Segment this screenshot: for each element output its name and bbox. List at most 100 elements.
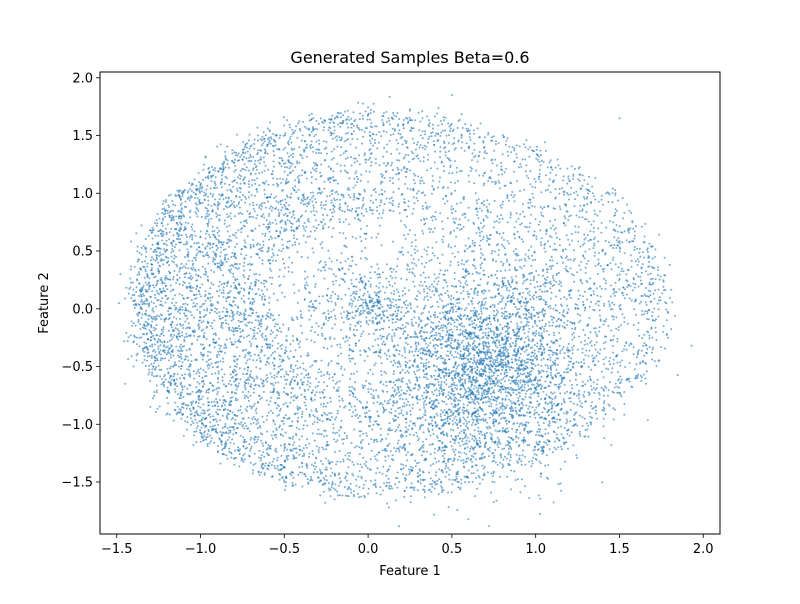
scatter-point xyxy=(160,368,163,371)
scatter-point xyxy=(314,394,316,397)
scatter-point xyxy=(298,224,301,227)
scatter-point xyxy=(195,386,198,388)
scatter-point xyxy=(368,319,371,322)
scatter-point xyxy=(407,200,410,203)
scatter-point xyxy=(612,256,615,259)
scatter-point xyxy=(243,261,246,264)
scatter-point xyxy=(619,303,622,306)
scatter-point xyxy=(152,302,155,305)
scatter-point xyxy=(449,181,452,184)
scatter-point xyxy=(309,147,312,150)
scatter-point xyxy=(193,242,196,245)
scatter-point xyxy=(168,413,171,416)
scatter-point xyxy=(253,273,256,276)
scatter-point xyxy=(311,453,314,456)
scatter-point xyxy=(162,287,165,290)
scatter-point xyxy=(263,338,266,341)
scatter-point xyxy=(587,288,590,291)
scatter-point xyxy=(186,254,189,257)
scatter-point xyxy=(271,170,274,173)
scatter-point xyxy=(135,359,138,362)
scatter-point xyxy=(481,226,484,229)
scatter-point xyxy=(226,159,229,162)
scatter-point xyxy=(558,205,561,208)
scatter-point xyxy=(277,249,280,252)
scatter-point xyxy=(252,404,255,407)
scatter-point xyxy=(406,263,409,266)
scatter-point xyxy=(223,258,226,261)
scatter-point xyxy=(360,207,363,209)
scatter-point xyxy=(181,284,184,286)
scatter-point xyxy=(293,457,296,460)
scatter-point xyxy=(539,164,542,167)
scatter-point xyxy=(264,151,267,154)
scatter-point xyxy=(253,179,256,182)
scatter-point xyxy=(298,445,301,447)
scatter-point xyxy=(183,312,186,315)
scatter-point xyxy=(300,315,302,318)
scatter-point xyxy=(602,358,605,361)
scatter-point xyxy=(248,443,251,446)
scatter-point xyxy=(541,448,544,451)
scatter-point xyxy=(151,263,154,266)
scatter-point xyxy=(528,226,531,228)
scatter-point xyxy=(186,317,189,320)
scatter-point xyxy=(211,405,214,408)
scatter-point xyxy=(156,292,159,295)
scatter-point xyxy=(268,238,271,241)
scatter-point xyxy=(304,229,307,232)
scatter-point xyxy=(500,311,503,314)
scatter-point xyxy=(174,401,177,404)
scatter-point xyxy=(436,436,439,439)
scatter-point xyxy=(219,259,222,262)
scatter-point xyxy=(301,410,304,413)
scatter-point xyxy=(232,265,235,268)
scatter-point xyxy=(455,477,458,480)
scatter-point xyxy=(240,313,243,316)
scatter-point xyxy=(236,263,239,266)
scatter-point xyxy=(212,338,215,341)
scatter-point xyxy=(364,127,367,129)
scatter-point xyxy=(291,318,294,321)
scatter-point xyxy=(546,290,549,293)
scatter-point xyxy=(285,477,288,479)
scatter-point xyxy=(613,244,616,247)
scatter-point xyxy=(217,423,220,426)
scatter-point xyxy=(270,256,273,259)
scatter-point xyxy=(179,204,182,207)
scatter-point xyxy=(352,463,355,466)
scatter-point xyxy=(219,183,222,185)
scatter-point xyxy=(211,230,214,233)
scatter-point xyxy=(295,426,298,429)
scatter-point xyxy=(421,110,424,113)
scatter-point xyxy=(224,400,227,403)
scatter-point xyxy=(157,347,160,350)
scatter-point xyxy=(408,349,411,352)
scatter-point xyxy=(310,476,313,478)
scatter-point xyxy=(644,310,647,313)
scatter-point xyxy=(621,241,624,244)
scatter-point xyxy=(613,236,616,239)
scatter-point xyxy=(277,342,280,345)
scatter-point xyxy=(205,212,208,215)
scatter-point xyxy=(651,265,654,268)
scatter-point xyxy=(269,136,272,139)
scatter-point xyxy=(432,231,435,233)
scatter-point xyxy=(284,446,287,449)
scatter-point xyxy=(383,298,386,301)
scatter-point xyxy=(527,335,529,338)
scatter-point xyxy=(321,121,324,123)
scatter-point xyxy=(218,234,220,237)
scatter-point xyxy=(261,298,264,301)
scatter-point xyxy=(627,268,630,271)
scatter-point xyxy=(363,232,366,235)
scatter-point xyxy=(317,371,320,374)
scatter-point xyxy=(501,173,504,176)
scatter-point xyxy=(222,357,225,360)
scatter-point xyxy=(308,220,311,223)
scatter-point xyxy=(339,208,341,211)
scatter-point xyxy=(352,111,355,114)
scatter-point xyxy=(416,489,419,492)
scatter-point xyxy=(271,248,274,251)
scatter-point xyxy=(411,119,414,122)
